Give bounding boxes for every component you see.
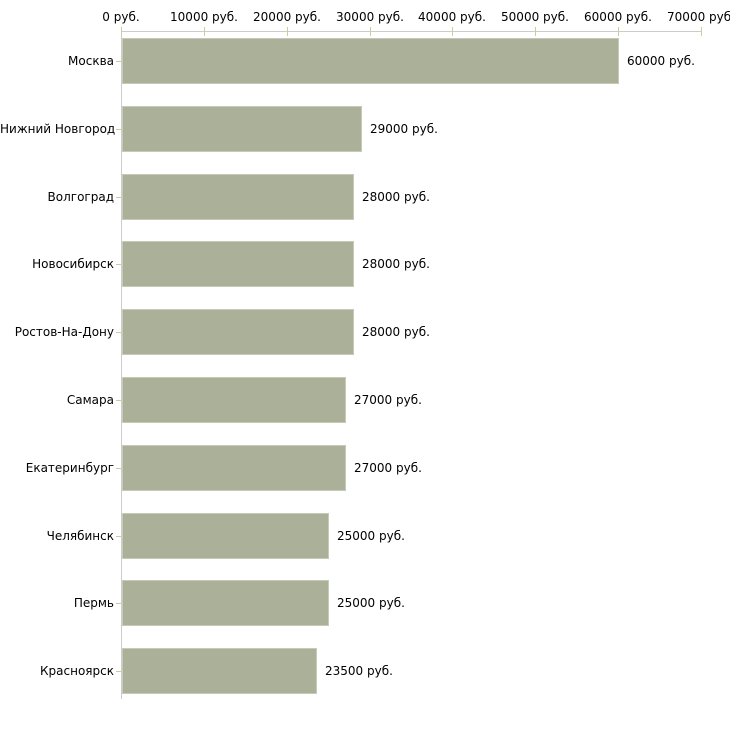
x-axis-tick <box>452 27 453 36</box>
category-tick <box>116 671 121 672</box>
bar <box>122 38 619 84</box>
category-tick <box>116 61 121 62</box>
category-tick <box>116 332 121 333</box>
x-axis-tick <box>287 27 288 36</box>
x-axis-tick <box>370 27 371 36</box>
x-axis-tick <box>121 27 122 36</box>
value-label: 28000 руб. <box>362 257 430 271</box>
category-label: Пермь <box>73 596 114 610</box>
x-axis-tick <box>535 27 536 36</box>
bar <box>122 513 329 559</box>
category-tick <box>116 400 121 401</box>
category-tick <box>116 264 121 265</box>
value-label: 60000 руб. <box>627 54 695 68</box>
bar <box>122 580 329 626</box>
x-axis-tick-label: 70000 руб. <box>667 10 730 24</box>
category-label: Екатеринбург <box>25 461 114 475</box>
x-axis-tick-label: 30000 руб. <box>336 10 404 24</box>
category-label: Нижний Новгород <box>0 122 116 136</box>
x-axis-tick <box>618 27 619 36</box>
value-label: 27000 руб. <box>354 393 422 407</box>
x-axis-tick-label: 50000 руб. <box>501 10 569 24</box>
x-axis-tick-label: 0 руб. <box>102 10 140 24</box>
category-tick <box>116 129 121 130</box>
bar <box>122 445 346 491</box>
value-label: 25000 руб. <box>337 596 405 610</box>
bar <box>122 648 317 694</box>
value-label: 25000 руб. <box>337 529 405 543</box>
x-axis-tick <box>204 27 205 36</box>
x-axis-tick-label: 10000 руб. <box>170 10 238 24</box>
bar <box>122 174 354 220</box>
category-tick <box>116 197 121 198</box>
category-label: Новосибирск <box>32 257 114 271</box>
x-axis-tick-label: 40000 руб. <box>418 10 486 24</box>
category-label: Волгоград <box>47 190 114 204</box>
value-label: 27000 руб. <box>354 461 422 475</box>
value-label: 28000 руб. <box>362 325 430 339</box>
category-label: Самара <box>66 393 114 407</box>
value-label: 23500 руб. <box>325 664 393 678</box>
x-axis-tick-label: 20000 руб. <box>253 10 321 24</box>
category-label: Москва <box>68 54 114 68</box>
bar <box>122 106 362 152</box>
x-axis-line <box>121 31 702 32</box>
category-tick <box>116 468 121 469</box>
category-label: Красноярск <box>40 664 114 678</box>
x-axis-tick <box>701 27 702 36</box>
bar <box>122 309 354 355</box>
bar <box>122 377 346 423</box>
category-label: Ростов-На-Дону <box>14 325 114 339</box>
category-tick <box>116 603 121 604</box>
category-tick <box>116 536 121 537</box>
bar <box>122 241 354 287</box>
value-label: 28000 руб. <box>362 190 430 204</box>
y-axis-line <box>121 31 122 699</box>
category-label: Челябинск <box>46 529 114 543</box>
value-label: 29000 руб. <box>370 122 438 136</box>
x-axis-tick-label: 60000 руб. <box>584 10 652 24</box>
